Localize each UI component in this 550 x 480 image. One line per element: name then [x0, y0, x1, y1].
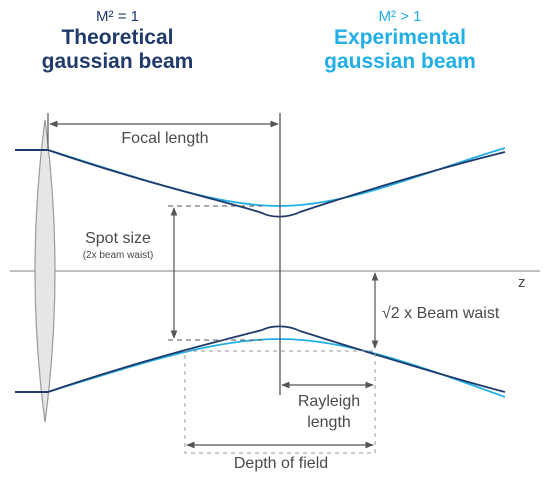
theoretical-m2-label: M² = 1 — [96, 8, 139, 25]
rayleigh-label-line1: Rayleigh — [298, 393, 360, 410]
theoretical-title-line2: gaussian beam — [41, 50, 194, 73]
focal-length-label: Focal length — [121, 130, 208, 147]
theoretical-title-line1: Theoretical — [61, 26, 174, 49]
spot-size-note: (2x beam waist) — [83, 250, 154, 261]
theoretical-beam-lower — [47, 325, 506, 393]
rayleigh-label-line2: length — [307, 414, 351, 431]
experimental-m2-label: M² > 1 — [378, 8, 422, 25]
spot-size-label: Spot size — [85, 230, 151, 247]
experimental-title-line2: gaussian beam — [324, 50, 476, 73]
depth-of-field-region — [184, 350, 376, 454]
theoretical-beam-header: M² = 1 Theoretical gaussian beam — [15, 8, 220, 74]
z-axis-label: z — [518, 274, 526, 291]
depth-of-field-label: Depth of field — [234, 455, 328, 472]
experimental-beam-upper — [47, 147, 506, 207]
beam-waist-label: √2 x Beam waist — [382, 305, 500, 322]
lens — [34, 119, 56, 423]
experimental-beam-header: M² > 1 Experimental gaussian beam — [300, 8, 500, 74]
experimental-beam-lower — [47, 338, 506, 398]
experimental-title-line1: Experimental — [334, 26, 466, 49]
